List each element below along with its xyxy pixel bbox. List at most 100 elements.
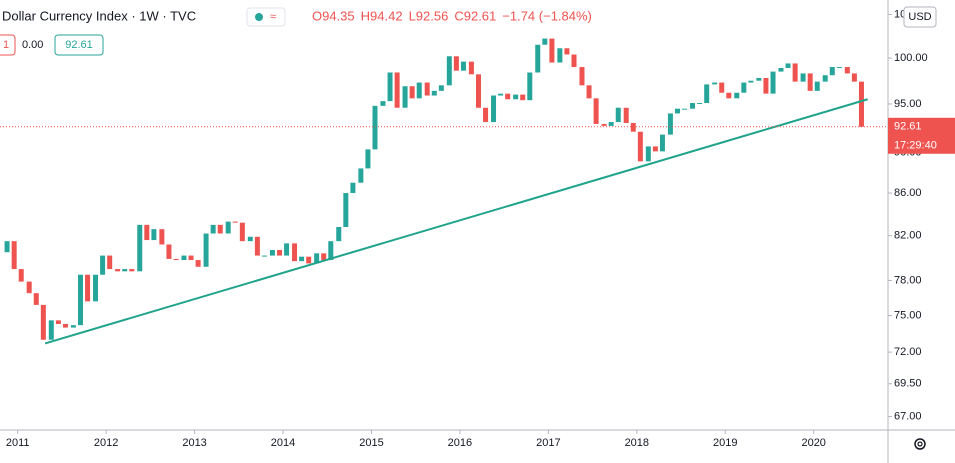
candle xyxy=(129,269,135,272)
legend-ohlc: O94.35 xyxy=(312,8,355,23)
candle xyxy=(535,44,541,73)
x-tick-label: 2015 xyxy=(359,437,383,449)
overlay: Dollar Currency Index · 1W · TVC ≈ 1 0.0… xyxy=(0,4,955,450)
candle xyxy=(137,224,143,272)
candle xyxy=(697,103,703,105)
candle xyxy=(549,38,555,63)
candle xyxy=(276,249,282,256)
candle xyxy=(269,249,275,256)
legend-ohlc: −1.74 (−1.84%) xyxy=(502,8,592,23)
candle xyxy=(85,274,91,302)
candle xyxy=(792,63,798,82)
candle xyxy=(475,74,481,108)
candle xyxy=(424,82,430,96)
candle xyxy=(350,182,356,194)
candle xyxy=(195,260,201,267)
y-tick-label: 100.00 xyxy=(894,52,928,64)
candle xyxy=(107,255,113,270)
market-open-dot xyxy=(255,13,263,21)
candle xyxy=(446,56,452,86)
candle xyxy=(239,222,245,242)
x-tick-label: 2019 xyxy=(713,437,737,449)
candle xyxy=(365,149,371,169)
indicator-box[interactable] xyxy=(0,34,16,56)
candle xyxy=(247,236,253,242)
x-tick-label: 2020 xyxy=(801,437,825,449)
candle xyxy=(321,253,327,261)
y-tick-label: 72.00 xyxy=(894,346,922,358)
x-tick-label: 2011 xyxy=(6,437,30,449)
candle xyxy=(652,146,658,152)
x-tick-label: 2012 xyxy=(94,437,118,449)
candle xyxy=(719,82,725,93)
candle xyxy=(416,82,422,99)
candle xyxy=(159,229,165,245)
candle xyxy=(336,227,342,242)
candle xyxy=(778,67,784,72)
x-tick-label: 2016 xyxy=(448,437,472,449)
candle xyxy=(203,233,209,267)
candle xyxy=(438,85,444,91)
candle xyxy=(299,256,305,262)
x-tick-label: 2013 xyxy=(182,437,206,449)
candle xyxy=(726,92,732,99)
candle xyxy=(314,253,320,264)
candle xyxy=(513,94,519,100)
candle xyxy=(306,256,312,264)
candle xyxy=(409,86,415,99)
candle xyxy=(704,84,710,104)
currency-box[interactable] xyxy=(903,6,937,28)
candle xyxy=(225,221,231,234)
candle xyxy=(491,95,497,123)
x-tick-label: 2018 xyxy=(625,437,649,449)
candle xyxy=(593,98,599,124)
y-tick-label: 67.00 xyxy=(894,410,922,422)
candle xyxy=(232,221,238,223)
plot-area: 67.0069.5072.0075.0078.0082.0086.0090.00… xyxy=(0,8,928,449)
candle xyxy=(40,304,46,340)
candle xyxy=(217,224,223,234)
candle xyxy=(4,241,10,253)
candle xyxy=(836,67,842,69)
candle xyxy=(210,224,216,234)
legend-ohlc: C92.61 xyxy=(454,8,496,23)
candle xyxy=(785,63,791,68)
candle xyxy=(372,105,378,150)
candle xyxy=(26,281,32,294)
candle xyxy=(571,54,577,68)
indicator-value: 0.00 xyxy=(22,39,43,51)
candle xyxy=(807,73,813,91)
currency-label: USD xyxy=(908,11,931,23)
candle xyxy=(741,82,747,93)
status-badge[interactable] xyxy=(246,7,286,27)
candle xyxy=(542,38,548,45)
candle xyxy=(623,107,629,124)
x-tick-label: 2017 xyxy=(536,437,560,449)
candle xyxy=(814,81,820,91)
candle xyxy=(358,168,364,183)
candle xyxy=(601,123,607,126)
candle xyxy=(822,75,828,82)
price-label-bg xyxy=(888,117,955,154)
indicator-box[interactable] xyxy=(54,34,104,56)
candle xyxy=(151,229,157,241)
candle xyxy=(756,77,762,81)
candle xyxy=(181,255,187,261)
candle xyxy=(800,73,806,82)
candle xyxy=(261,255,267,257)
candle xyxy=(431,90,437,96)
candle xyxy=(468,61,474,75)
candle xyxy=(851,73,857,82)
candle xyxy=(62,323,68,328)
candle xyxy=(460,61,466,71)
candle xyxy=(498,93,504,96)
candle xyxy=(520,94,526,101)
candle xyxy=(188,255,194,261)
price-label: 92.61 xyxy=(894,121,922,133)
candle xyxy=(11,241,17,270)
candle xyxy=(712,82,718,85)
candle xyxy=(682,108,688,110)
settings-icon[interactable] xyxy=(914,438,926,450)
